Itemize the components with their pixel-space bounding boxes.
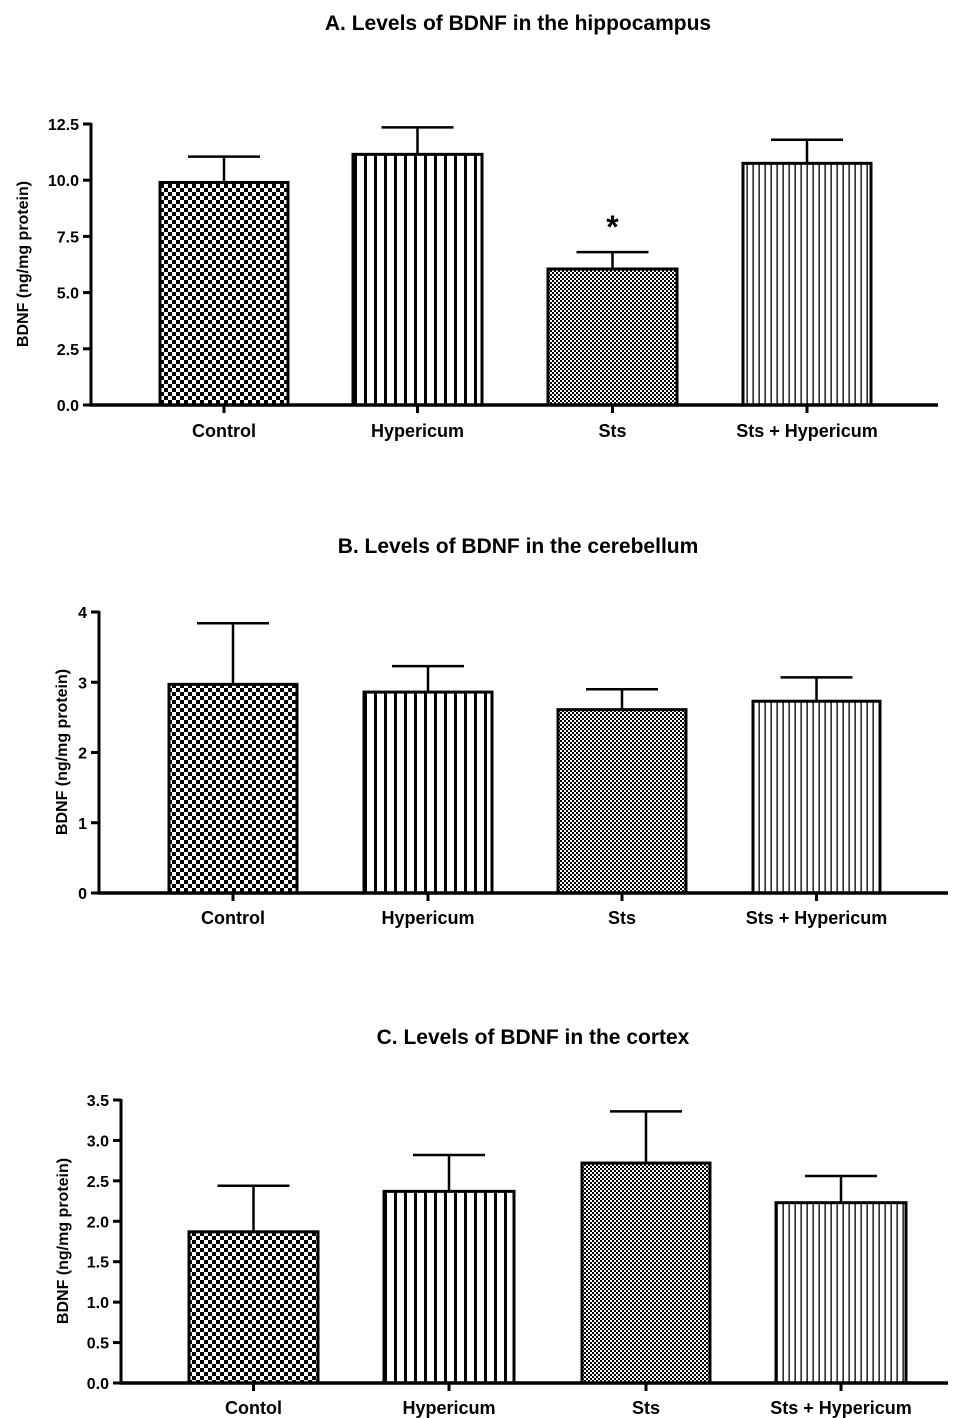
y-axis-label: BDNF (ng/mg protein) [15,181,32,347]
y-tick-label: 3 [78,675,87,692]
y-axis-label: BDNF (ng/mg protein) [55,1158,72,1324]
chart-hippocampus: A. Levels of BDNF in the hippocampus BDN… [15,12,938,441]
y-tick-label: 3.5 [87,1093,109,1110]
bar-sts [556,708,688,895]
bar-hypericum [362,690,494,895]
y-tick-label: 0.5 [87,1336,109,1353]
bar-control [158,180,290,407]
x-tick-label: Sts + Hypericum [746,908,888,928]
bar-sts-hypericum [774,1201,908,1385]
y-tick-label: 2 [78,746,87,763]
chart-title: A. Levels of BDNF in the hippocampus [325,12,711,35]
y-tick-label: 1.0 [87,1295,109,1312]
chart-cortex: C. Levels of BDNF in the cortex BDNF (ng… [55,1026,948,1418]
bar-hypericum [382,1189,516,1385]
bar-sts-hypericum [741,161,873,407]
x-tick-label: Sts + Hypericum [770,1398,912,1418]
x-tick-label: Control [201,908,265,928]
x-tick-label: Control [192,421,256,441]
y-tick-label: 7.5 [57,229,79,246]
y-tick-label: 2.5 [87,1174,109,1191]
significance-marker: * [606,209,619,245]
y-tick-label: 0.0 [87,1376,109,1393]
chart-cerebellum: B. Levels of BDNF in the cerebellum BDNF… [54,535,948,928]
y-tick-label: 1.5 [87,1255,109,1272]
x-tick-label: Hypericum [402,1398,495,1418]
y-tick-label: 10.0 [48,173,79,190]
y-tick-label: 3.0 [87,1133,109,1150]
bar-sts [580,1161,712,1385]
x-tick-label: Hypericum [371,421,464,441]
x-tick-label: Contol [225,1398,282,1418]
x-tick-label: Sts [598,421,626,441]
y-tick-label: 0.0 [57,398,79,415]
bar-control [167,682,299,895]
x-tick-label: Sts [608,908,636,928]
chart-title: B. Levels of BDNF in the cerebellum [338,535,699,558]
y-tick-label: 12.5 [48,117,79,134]
x-tick-label: Sts [632,1398,660,1418]
y-tick-label: 1 [78,816,87,833]
x-tick-label: Sts + Hypericum [736,421,878,441]
y-tick-label: 2.0 [87,1214,109,1231]
y-axis-label: BDNF (ng/mg protein) [54,669,71,835]
bar-hypericum [351,152,484,407]
y-tick-label: 4 [78,605,87,622]
y-tick-label: 2.5 [57,342,79,359]
bar-sts-hypericum [751,699,882,895]
y-tick-label: 5.0 [57,286,79,303]
chart-title: C. Levels of BDNF in the cortex [377,1026,690,1049]
bar-contol [187,1230,320,1385]
x-tick-label: Hypericum [381,908,474,928]
bar-sts [546,267,679,407]
y-tick-label: 0 [78,886,87,903]
